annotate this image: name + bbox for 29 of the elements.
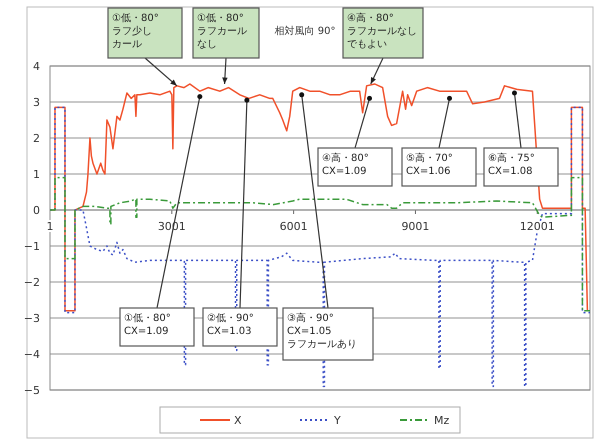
annotation: ⑤高・70° CX=1.06: [406, 152, 453, 177]
y-tick-label: 1: [33, 168, 40, 181]
annotation: ①低・80° ラフカールなし: [192, 7, 260, 84]
annotation: ①低・80° ラフカールなし: [197, 13, 247, 50]
legend-label: Y: [333, 414, 341, 427]
annotation: ④高・80° CX=1.09: [322, 152, 369, 177]
legend-label: X: [234, 414, 242, 427]
x-tick-label: 12001: [520, 220, 555, 233]
annotation: ①低・80° ラフ少しカール: [112, 13, 159, 50]
annotation: ④高・80° ラフカールなしでもよい: [347, 12, 417, 50]
chart-title: 相対風向 90°: [274, 25, 336, 37]
annotation: ①低・80° ラフ少しカール: [107, 7, 183, 86]
y-tick-label: 0: [33, 204, 40, 217]
y-tick-label: −4: [24, 348, 40, 361]
annotation: ②低・90° CX=1.03: [207, 313, 254, 337]
y-tick-label: −3: [24, 312, 40, 325]
y-tick-label: −1: [24, 240, 40, 253]
legend-label: Mz: [434, 414, 450, 427]
x-tick-label: 9001: [401, 220, 430, 233]
y-tick-label: 4: [33, 60, 40, 73]
annotation: ③高・90° CX=1.05 ラフカールあり: [287, 312, 357, 350]
annotation: ⑥高・75° CX=1.08: [488, 152, 535, 177]
annotation: ①低・80° CX=1.09: [124, 313, 171, 337]
x-tick-label: 6001: [280, 220, 308, 233]
y-tick-label: 2: [33, 132, 40, 145]
y-tick-label: −5: [24, 384, 40, 397]
y-tick-label: −2: [24, 276, 40, 289]
annotation: ④高・80° ラフカールなしでもよい: [342, 7, 424, 84]
y-tick-label: 3: [33, 96, 40, 109]
